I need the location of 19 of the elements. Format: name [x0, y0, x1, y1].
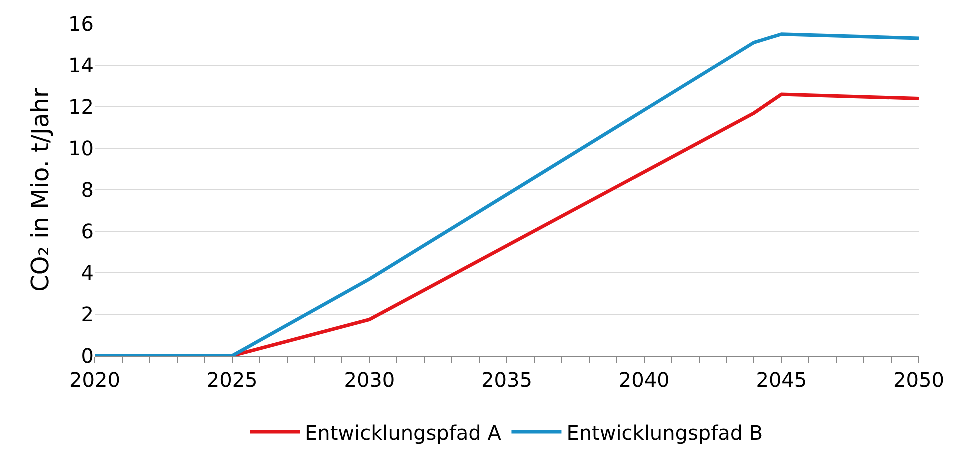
- y-tick-label: 4: [81, 261, 94, 285]
- x-tick-label: 2050: [894, 368, 944, 392]
- y-tick-label: 14: [68, 54, 94, 78]
- y-tick-label: 2: [81, 302, 94, 326]
- x-tick-label: 2035: [482, 368, 532, 392]
- x-tick-label: 2030: [344, 368, 396, 392]
- x-tick-label: 2045: [756, 368, 808, 392]
- y-tick-label: 12: [68, 95, 94, 119]
- y-axis-title: CO₂ in Mio. t/Jahr: [26, 88, 55, 292]
- x-tick-label: 2040: [618, 368, 670, 392]
- x-tick-label: 2025: [206, 368, 258, 392]
- y-tick-label: 16: [68, 12, 94, 36]
- x-tick-label: 2020: [70, 368, 120, 392]
- y-tick-label: 6: [81, 220, 94, 244]
- legend-label: Entwicklungspfad B: [566, 420, 764, 445]
- legend-label: Entwicklungspfad A: [305, 420, 502, 445]
- y-tick-label: 0: [81, 344, 94, 368]
- y-tick-label: 8: [81, 178, 94, 202]
- y-tick-label: 10: [68, 136, 94, 160]
